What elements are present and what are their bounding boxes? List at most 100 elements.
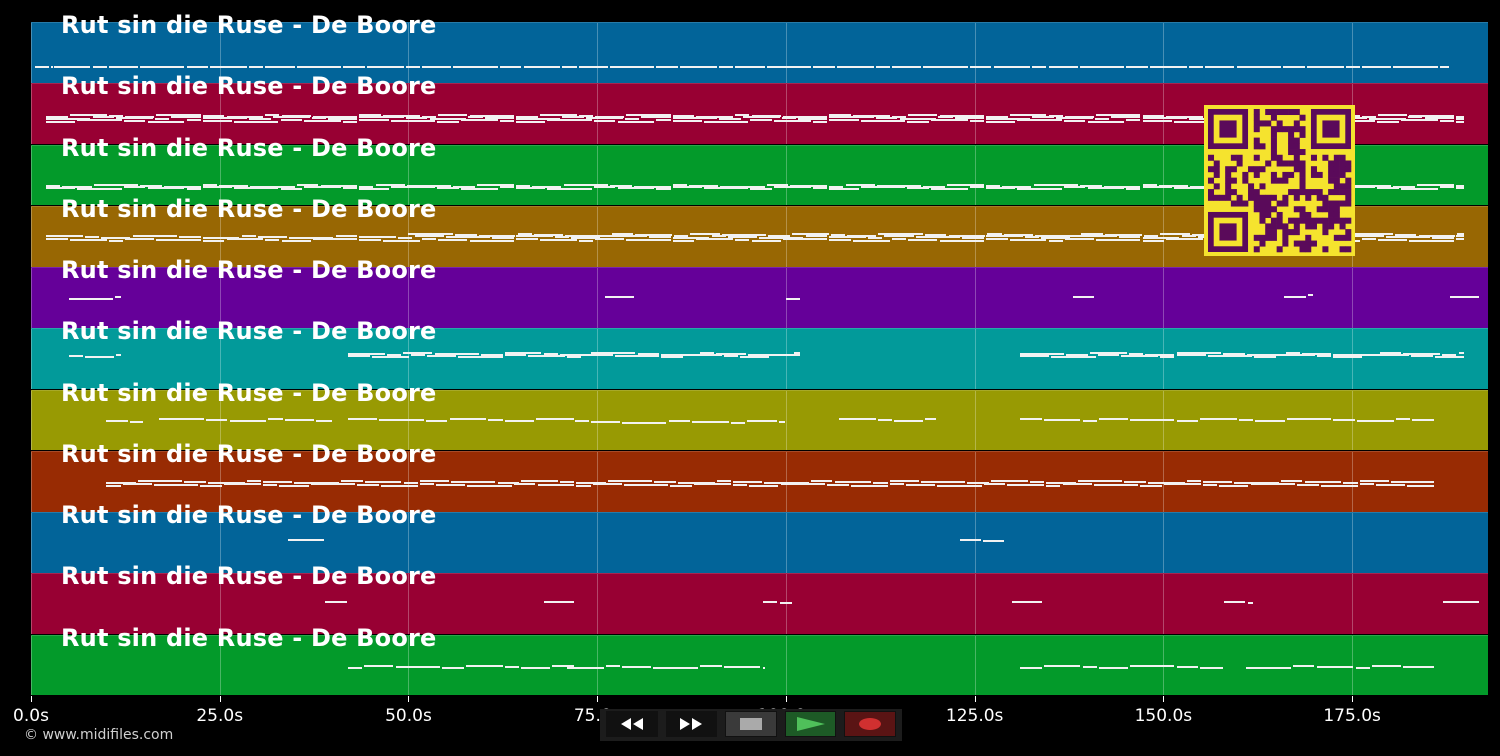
- midi-note: [778, 421, 785, 424]
- midi-note: [492, 237, 514, 240]
- grid-line: [974, 635, 976, 696]
- midi-note: [635, 233, 673, 236]
- midi-note: [1359, 480, 1389, 483]
- midi-note: [593, 119, 616, 122]
- midi-note: [348, 417, 378, 420]
- midi-note: [465, 665, 503, 668]
- midi-note: [899, 118, 937, 121]
- midi-note: [672, 186, 702, 189]
- midi-note: [1379, 351, 1402, 354]
- midi-note: [1066, 353, 1089, 356]
- midi-note: [371, 356, 409, 359]
- midi-note: [617, 187, 655, 190]
- midi-note: [780, 482, 825, 485]
- midi-note: [383, 239, 420, 242]
- midi-note: [1304, 481, 1342, 484]
- midi-note: [830, 233, 845, 236]
- midi-note: [544, 601, 574, 604]
- midi-note: [742, 116, 780, 119]
- midi-note: [263, 481, 293, 484]
- midi-note: [829, 185, 844, 188]
- record-button[interactable]: [844, 711, 896, 737]
- midi-note: [813, 187, 828, 190]
- play-button[interactable]: [784, 711, 837, 737]
- midi-note: [661, 353, 699, 356]
- midi-note: [1063, 119, 1086, 122]
- midi-note: [1186, 480, 1201, 483]
- grid-line: [785, 329, 787, 390]
- midi-note: [523, 65, 561, 68]
- track-lane: Rut sin die Ruse - De Boore: [31, 256, 1488, 328]
- midi-note: [1286, 417, 1332, 420]
- midi-note: [571, 237, 601, 240]
- midi-note: [422, 237, 437, 240]
- midi-note: [1118, 236, 1141, 239]
- midi-note: [320, 184, 358, 187]
- midi-note: [1176, 354, 1206, 357]
- midi-note: [751, 114, 781, 117]
- midi-note: [829, 188, 859, 191]
- midi-note: [1377, 187, 1399, 190]
- midi-note: [359, 238, 382, 241]
- midi-note: [625, 118, 640, 121]
- midi-note: [449, 417, 487, 420]
- midi-note: [178, 236, 201, 239]
- grid-line: [974, 574, 976, 635]
- midi-note: [364, 481, 402, 484]
- midi-note: [610, 65, 655, 68]
- midi-note: [296, 65, 341, 68]
- midi-note: [1032, 116, 1055, 119]
- grid-line: [785, 513, 787, 573]
- midi-note: [877, 418, 892, 421]
- qr-code-icon[interactable]: [1204, 105, 1355, 256]
- midi-note: [1158, 184, 1189, 187]
- midi-note: [1032, 65, 1047, 68]
- midi-note: [768, 234, 790, 237]
- stop-button[interactable]: [725, 711, 777, 737]
- midi-note: [554, 236, 569, 239]
- midi-note: [202, 186, 232, 189]
- grid-line: [785, 84, 787, 145]
- midi-note: [1097, 354, 1120, 357]
- midi-note: [499, 119, 514, 122]
- midi-note: [226, 237, 264, 240]
- midi-note: [458, 356, 503, 359]
- midi-note: [543, 352, 558, 355]
- midi-note: [908, 113, 938, 116]
- midi-note: [1320, 484, 1358, 487]
- midi-note: [594, 237, 625, 240]
- axis-tick: [597, 696, 599, 702]
- grid-line: [1163, 329, 1165, 390]
- grid-line: [785, 574, 787, 635]
- midi-note: [405, 117, 428, 120]
- axis-tick-label: 50.0s: [385, 706, 432, 726]
- fast-forward-button[interactable]: [665, 711, 718, 737]
- midi-note: [422, 65, 452, 68]
- midi-note: [1063, 186, 1086, 189]
- midi-note: [390, 119, 435, 122]
- midi-note: [829, 113, 851, 116]
- play-icon: [796, 717, 825, 731]
- midi-note: [497, 482, 520, 485]
- midi-note: [241, 235, 256, 238]
- midi-note: [727, 236, 757, 239]
- rewind-button[interactable]: [606, 711, 658, 737]
- midi-note: [813, 65, 835, 68]
- midi-note: [156, 238, 201, 241]
- midi-note: [1455, 237, 1465, 240]
- grid-line: [31, 84, 32, 145]
- midi-note: [1176, 666, 1199, 669]
- midi-note: [1072, 296, 1095, 299]
- midi-note: [985, 115, 1008, 118]
- midi-note: [287, 538, 325, 541]
- midi-note: [1394, 233, 1417, 236]
- midi-note: [272, 116, 310, 119]
- midi-note: [539, 238, 577, 241]
- midi-note: [359, 185, 374, 188]
- midi-note: [1077, 480, 1122, 483]
- midi-note: [1354, 235, 1384, 238]
- grid-line: [974, 513, 976, 573]
- axis-tick: [408, 696, 410, 702]
- midi-note: [202, 119, 232, 122]
- midi-note: [759, 237, 804, 240]
